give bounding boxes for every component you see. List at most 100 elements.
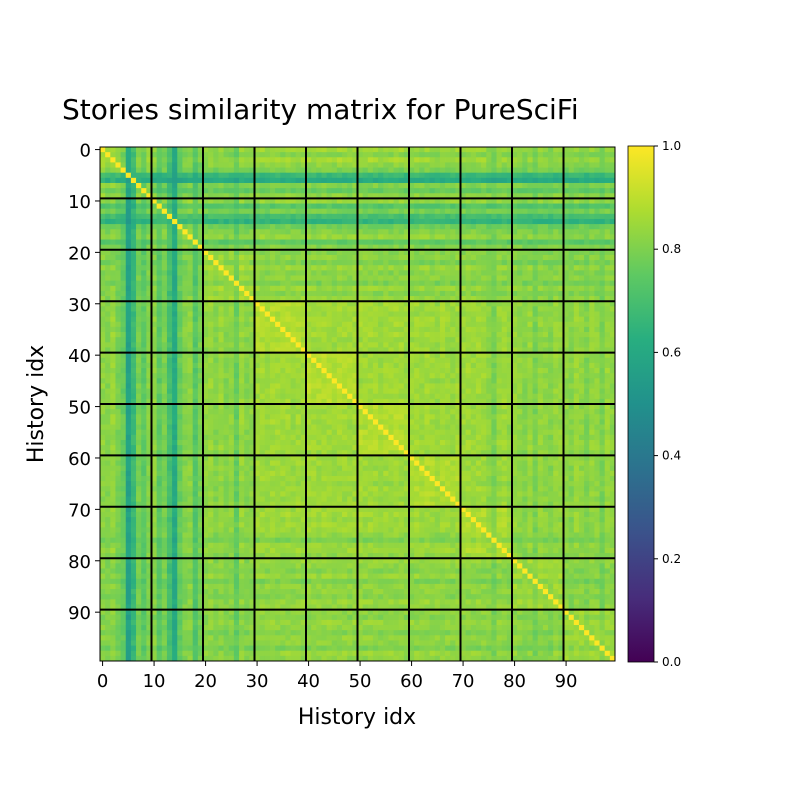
heatmap-cell: [604, 249, 611, 256]
heatmap-cell: [522, 342, 528, 348]
heatmap-cell: [130, 177, 137, 184]
heatmap-cell: [517, 357, 523, 364]
heatmap-cell: [584, 249, 590, 256]
heatmap-cell: [280, 177, 286, 184]
heatmap-cell: [244, 193, 250, 199]
heatmap-cell: [347, 321, 353, 328]
heatmap-cell: [136, 311, 142, 318]
heatmap-cell: [151, 326, 158, 333]
heatmap-cell: [548, 362, 554, 369]
heatmap-cell: [105, 167, 111, 174]
heatmap-cell: [563, 234, 570, 240]
heatmap-cell: [177, 368, 183, 374]
heatmap-cell: [295, 208, 302, 215]
heatmap-cell: [475, 280, 482, 287]
heatmap-cell: [146, 362, 152, 369]
heatmap-cell: [584, 167, 590, 174]
heatmap-cell: [460, 265, 467, 271]
heatmap-cell: [172, 357, 178, 364]
heatmap-cell: [316, 157, 322, 163]
heatmap-cell: [280, 347, 286, 353]
heatmap-cell: [197, 167, 204, 174]
heatmap-cell: [285, 152, 291, 158]
heatmap-cell: [115, 347, 121, 353]
heatmap-cell: [336, 326, 343, 333]
heatmap-cell: [357, 347, 364, 353]
heatmap-cell: [352, 285, 358, 292]
heatmap-cell: [362, 378, 369, 384]
heatmap-cell: [357, 373, 364, 379]
heatmap-cell: [161, 383, 168, 389]
heatmap-cell: [316, 193, 322, 199]
heatmap-cell: [130, 383, 137, 389]
heatmap-cell: [316, 224, 322, 230]
heatmap-cell: [450, 388, 456, 395]
heatmap-cell: [568, 388, 575, 395]
heatmap-cell: [367, 270, 374, 276]
heatmap-cell: [599, 234, 606, 240]
heatmap-cell: [409, 213, 415, 220]
heatmap-cell: [414, 321, 420, 328]
heatmap-cell: [213, 398, 219, 405]
heatmap-cell: [347, 393, 353, 400]
heatmap-cell: [239, 373, 245, 379]
heatmap-cell: [300, 306, 307, 312]
heatmap-cell: [403, 152, 410, 158]
heatmap-cell: [280, 388, 286, 395]
heatmap-cell: [203, 265, 209, 271]
heatmap-cell: [285, 208, 291, 215]
heatmap-cell: [496, 357, 503, 364]
heatmap-cell: [599, 265, 606, 271]
heatmap-cell: [372, 234, 379, 240]
heatmap-cell: [465, 290, 472, 297]
heatmap-cell: [378, 147, 384, 153]
heatmap-cell: [383, 249, 389, 256]
heatmap-cell: [239, 326, 245, 333]
heatmap-cell: [223, 162, 230, 168]
heatmap-cell: [141, 357, 147, 364]
heatmap-cell: [486, 203, 492, 210]
heatmap-cell: [460, 162, 467, 168]
heatmap-cell: [501, 393, 508, 400]
heatmap-cell: [383, 254, 389, 261]
heatmap-cell: [532, 378, 539, 384]
heatmap-cell: [522, 265, 528, 271]
heatmap-cell: [331, 301, 338, 307]
heatmap-cell: [136, 244, 142, 251]
heatmap-cell: [208, 208, 214, 215]
heatmap-cell: [321, 393, 327, 400]
heatmap-cell: [609, 342, 616, 348]
heatmap-cell: [439, 337, 446, 343]
heatmap-cell: [352, 203, 358, 210]
heatmap-cell: [239, 296, 245, 302]
heatmap-cell: [306, 290, 312, 297]
heatmap-cell: [491, 162, 497, 168]
heatmap-cell: [548, 193, 554, 199]
heatmap-cell: [218, 172, 224, 179]
heatmap-cell: [604, 342, 611, 348]
heatmap-cell: [336, 393, 343, 400]
heatmap-cell: [578, 254, 585, 261]
heatmap-cell: [125, 254, 132, 261]
heatmap-cell: [208, 398, 214, 405]
heatmap-cell: [604, 182, 611, 189]
heatmap-cell: [470, 290, 477, 297]
heatmap-cell: [187, 398, 194, 405]
heatmap-cell: [568, 244, 575, 251]
heatmap-cell: [259, 311, 266, 318]
heatmap-cell: [172, 239, 178, 246]
heatmap-cell: [450, 398, 456, 405]
heatmap-cell: [125, 147, 132, 153]
heatmap-cell: [156, 301, 163, 307]
heatmap-cell: [367, 352, 374, 359]
heatmap-cell: [532, 203, 539, 210]
heatmap-cell: [367, 193, 374, 199]
heatmap-cell: [439, 368, 446, 374]
heatmap-cell: [527, 152, 533, 158]
heatmap-cell: [542, 332, 549, 338]
heatmap-cell: [445, 193, 451, 199]
heatmap-cell: [578, 347, 585, 353]
heatmap-cell: [429, 337, 436, 343]
heatmap-cell: [491, 352, 497, 359]
heatmap-cell: [409, 398, 415, 405]
